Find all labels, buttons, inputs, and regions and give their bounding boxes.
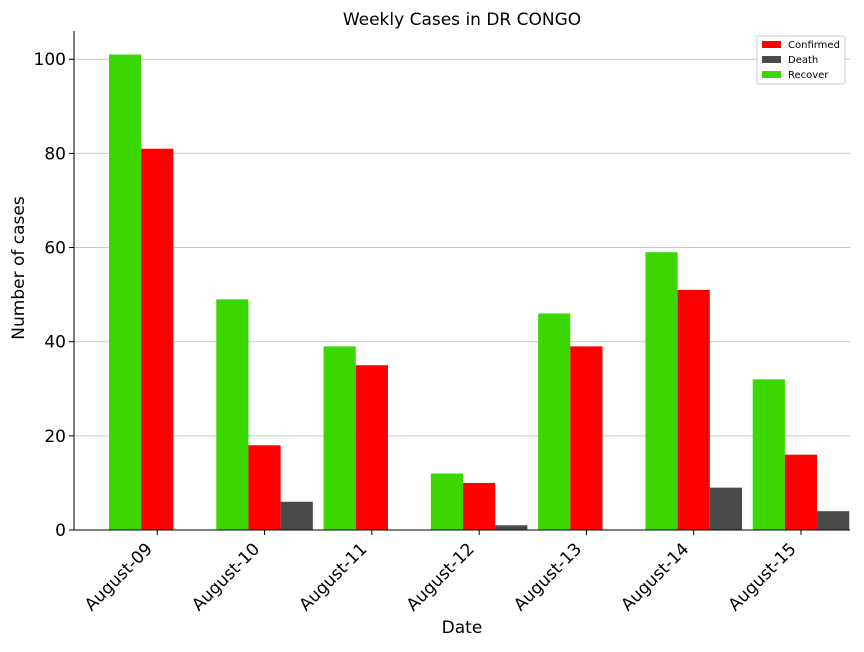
x-axis-label: Date	[442, 618, 483, 638]
bar-confirmed-august-09	[141, 148, 174, 531]
legend-swatch-death	[762, 56, 781, 63]
legend-label-death: Death	[788, 55, 818, 66]
grid-layer	[74, 58, 850, 437]
bar-confirmed-august-13	[570, 346, 603, 530]
y-tick-label: 60	[44, 239, 66, 259]
bar-recover-august-15	[752, 379, 785, 530]
chart-title: Weekly Cases in DR CONGO	[343, 10, 581, 30]
y-axis-label: Number of cases	[9, 196, 29, 340]
y-tick-label: 100	[34, 50, 66, 70]
x-tick-label: August-09	[81, 539, 157, 615]
bar-death-august-15	[817, 511, 850, 530]
x-tick-label: August-14	[617, 539, 693, 615]
bar-confirmed-august-12	[463, 482, 496, 530]
x-tick-label: August-15	[725, 539, 801, 615]
bar-death-august-12	[495, 525, 528, 530]
bar-recover-august-14	[645, 252, 678, 531]
bar-confirmed-august-14	[677, 289, 710, 530]
legend-swatch-confirmed	[762, 41, 781, 48]
x-tick-label: August-10	[188, 539, 264, 615]
x-tick-label: August-11	[296, 539, 372, 615]
bar-recover-august-13	[538, 313, 571, 530]
bar-death-august-10	[280, 501, 313, 530]
bar-death-august-14	[709, 487, 742, 530]
x-tick-label: August-13	[510, 539, 586, 615]
legend-swatch-recover	[762, 71, 781, 78]
y-tick-label: 80	[44, 144, 66, 164]
x-tick-label: August-12	[403, 539, 479, 615]
y-tick-label: 20	[44, 427, 66, 447]
legend: Confirmed Death Recover	[756, 35, 846, 85]
axes-layer	[73, 31, 850, 531]
bar-recover-august-09	[109, 54, 142, 531]
y-ticks: 0 20 40 60 80 100	[34, 50, 74, 541]
bar-confirmed-august-11	[355, 365, 388, 530]
bar-recover-august-11	[323, 346, 356, 530]
legend-label-recover: Recover	[788, 70, 829, 81]
bars-layer	[109, 54, 850, 531]
legend-label-confirmed: Confirmed	[788, 40, 840, 51]
bar-recover-august-10	[216, 299, 249, 530]
y-tick-label: 0	[55, 521, 66, 541]
x-ticks: August-09 August-10 August-11 August-12 Augu…	[81, 530, 802, 615]
bar-confirmed-august-15	[784, 454, 818, 530]
y-tick-label: 40	[44, 333, 66, 353]
bar-confirmed-august-10	[248, 445, 281, 530]
bar-recover-august-12	[430, 473, 464, 530]
